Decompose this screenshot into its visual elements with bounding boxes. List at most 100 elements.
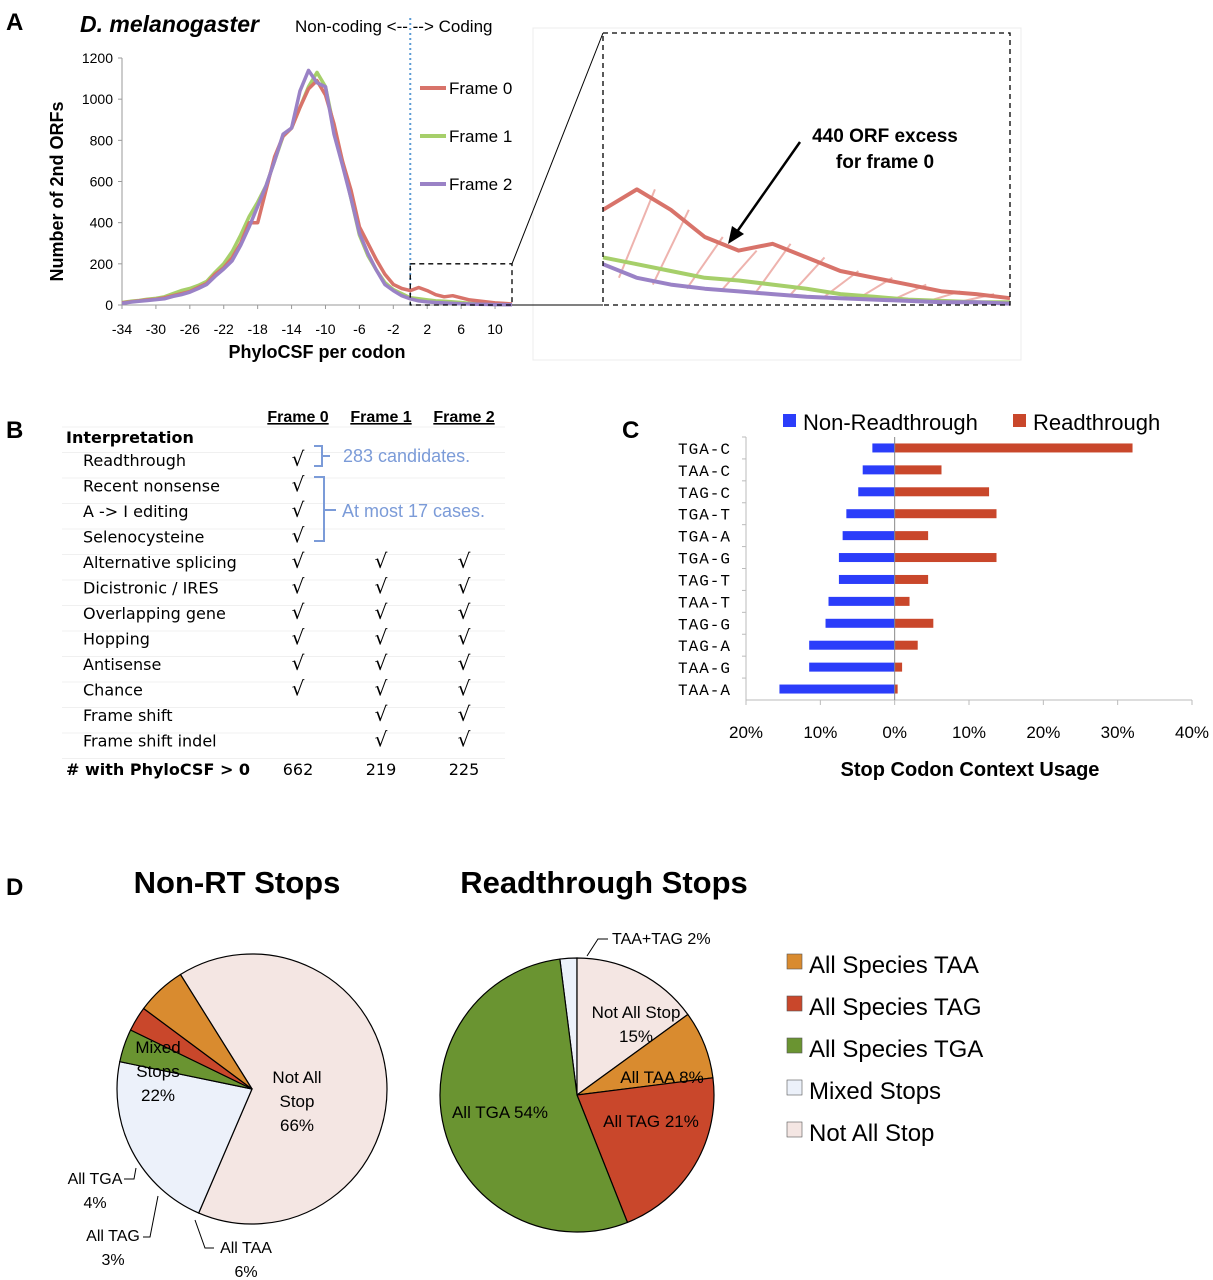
table-row-label: Frame shift indel bbox=[83, 732, 217, 751]
excess-hatch bbox=[651, 209, 690, 286]
line-chart-series bbox=[121, 68, 513, 307]
pie-legend-swatch bbox=[786, 1121, 803, 1138]
rt-label-mixed: TAA+TAG 2% bbox=[612, 931, 711, 948]
stop-pie-charts: Non-RT Stops Not All Stop 66% Mixed Stops 22% A… bbox=[68, 865, 984, 1280]
category-label: TAA-A bbox=[678, 682, 731, 700]
legend-label: Frame 0 bbox=[449, 79, 512, 98]
x-tick-label: 2 bbox=[423, 321, 431, 337]
organism-title: D. melanogaster bbox=[80, 11, 260, 37]
table-check-mark: √ bbox=[292, 473, 305, 497]
x-tick-label: -2 bbox=[387, 321, 400, 337]
bar-readthrough bbox=[894, 465, 942, 475]
rare-cases-note: At most 17 cases. bbox=[342, 501, 485, 521]
non-rt-leader-tag bbox=[143, 1195, 159, 1238]
panel-label-a: A bbox=[6, 9, 23, 36]
x-tick-label: 40% bbox=[1175, 723, 1209, 742]
table-check-mark: √ bbox=[375, 626, 388, 650]
table-check-mark: √ bbox=[458, 600, 471, 624]
non-rt-label-not-all-stop: Not All bbox=[272, 1068, 321, 1087]
excess-arrow-head bbox=[728, 226, 744, 244]
non-rt-label-tag: All TAG bbox=[86, 1228, 140, 1245]
non-rt-label-mixed: Mixed bbox=[135, 1038, 180, 1057]
bar-readthrough bbox=[894, 574, 929, 584]
category-label: TAG-A bbox=[678, 638, 731, 656]
bar-non-readthrough bbox=[838, 574, 895, 584]
rt-pie-slice bbox=[576, 1077, 715, 1224]
interpretation-table: Frame 0 Frame 1 Frame 2 Interpretation Readt… bbox=[62, 409, 505, 779]
zoom-box bbox=[602, 32, 1011, 306]
bar-readthrough bbox=[894, 531, 929, 541]
rt-pie-slice bbox=[576, 957, 689, 1097]
table-check-mark: √ bbox=[458, 728, 471, 752]
excess-annotation-line2: for frame 0 bbox=[836, 152, 934, 173]
table-check-mark: √ bbox=[292, 575, 305, 599]
table-section-title: Interpretation bbox=[66, 428, 194, 447]
non-rt-pie-title: Non-RT Stops bbox=[134, 865, 341, 900]
x-tick-label: -34 bbox=[112, 321, 132, 337]
pie-legend-swatch bbox=[786, 995, 803, 1012]
legend-label: Frame 2 bbox=[449, 175, 512, 194]
x-tick-label: 30% bbox=[1101, 723, 1135, 742]
zoom-inset bbox=[409, 27, 1022, 361]
bar-non-readthrough bbox=[838, 553, 895, 563]
table-check-mark: √ bbox=[292, 498, 305, 522]
non-rt-label-mixed: Stops bbox=[136, 1062, 179, 1081]
table-check-mark: √ bbox=[458, 575, 471, 599]
bar-readthrough bbox=[894, 487, 990, 497]
pie-legend-swatch bbox=[786, 953, 803, 970]
table-check-mark: √ bbox=[458, 651, 471, 675]
excess-annotation-line1: 440 ORF excess bbox=[812, 126, 958, 147]
table-check-mark: √ bbox=[375, 677, 388, 701]
table-row-label: Dicistronic / IRES bbox=[83, 579, 219, 598]
bar-non-readthrough bbox=[862, 465, 895, 475]
table-row-label: Chance bbox=[83, 681, 143, 700]
bar-readthrough bbox=[894, 640, 918, 650]
category-label: TGA-C bbox=[678, 441, 731, 459]
table-check-mark: √ bbox=[292, 524, 305, 548]
excess-hatch bbox=[753, 243, 792, 295]
x-tick-label: -14 bbox=[281, 321, 301, 337]
non-rt-label-taa: 6% bbox=[234, 1264, 257, 1280]
table-row-label: Hopping bbox=[83, 630, 150, 649]
rt-label-tga: All TGA 54% bbox=[452, 1103, 548, 1122]
y-tick-label: 400 bbox=[90, 215, 114, 231]
x-tick-label: 0% bbox=[882, 723, 907, 742]
panel-label-d: D bbox=[6, 874, 23, 901]
bar-readthrough bbox=[894, 596, 910, 606]
x-tick-label: -6 bbox=[353, 321, 366, 337]
non-rt-label-not-all-stop: Stop bbox=[280, 1092, 315, 1111]
non-rt-pie-slice bbox=[142, 973, 253, 1090]
bar-readthrough bbox=[894, 662, 903, 672]
bar-non-readthrough bbox=[809, 662, 895, 672]
category-label: TGA-T bbox=[678, 507, 731, 525]
rt-pie-title: Readthrough Stops bbox=[460, 865, 748, 900]
x-axis-title: Stop Codon Context Usage bbox=[841, 759, 1100, 781]
table-footer-count: 219 bbox=[366, 760, 397, 779]
legend-swatch-readthrough bbox=[1013, 414, 1026, 427]
rt-label-tag: All TAG 21% bbox=[603, 1112, 699, 1131]
table-check-mark: √ bbox=[375, 600, 388, 624]
non-rt-label-tag: 3% bbox=[101, 1252, 124, 1269]
x-tick-label: 20% bbox=[729, 723, 763, 742]
bar-readthrough bbox=[894, 443, 1133, 453]
table-row-label: Recent nonsense bbox=[83, 477, 220, 496]
pie-legend-label: Mixed Stops bbox=[809, 1078, 941, 1105]
x-tick-label: -22 bbox=[214, 321, 234, 337]
y-axis-title: Number of 2nd ORFs bbox=[47, 101, 67, 281]
category-label: TAG-C bbox=[678, 485, 731, 503]
pie-legend-label: Not All Stop bbox=[809, 1120, 934, 1147]
rt-pie-slice bbox=[439, 958, 629, 1233]
y-tick-label: 0 bbox=[105, 297, 113, 313]
pie-legend-swatch bbox=[786, 1037, 803, 1054]
category-label: TAG-G bbox=[678, 616, 731, 634]
rt-label-not-all-stop: Not All Stop bbox=[592, 1003, 681, 1022]
non-rt-pie-slice bbox=[179, 953, 388, 1225]
category-label: TAA-T bbox=[678, 594, 731, 612]
excess-hatch bbox=[685, 236, 724, 290]
table-footer-label: # with PhyloCSF > 0 bbox=[66, 760, 250, 779]
category-label: TGA-G bbox=[678, 551, 731, 569]
table-column-header: Frame 2 bbox=[433, 409, 494, 426]
table-row-label: A -> I editing bbox=[83, 502, 189, 521]
table-row-label: Frame shift bbox=[83, 706, 172, 725]
